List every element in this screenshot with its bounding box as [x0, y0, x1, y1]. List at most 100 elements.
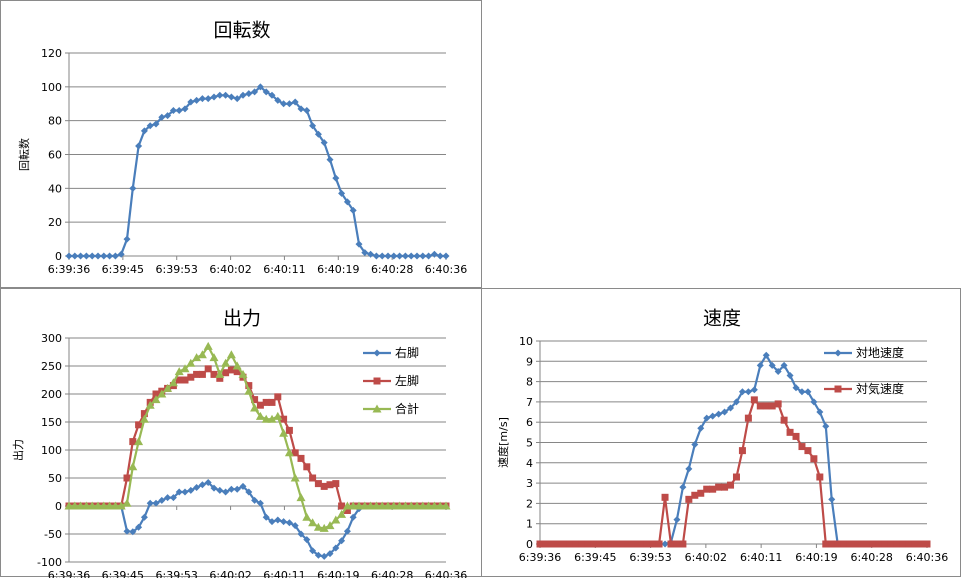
data-point	[255, 411, 265, 420]
data-point	[768, 361, 776, 369]
y-axis-label: 速度[m/s]	[496, 417, 510, 468]
data-point	[123, 474, 131, 482]
legend-marker	[834, 349, 842, 357]
data-point	[406, 501, 416, 510]
data-point	[261, 414, 271, 423]
y-tick-label: 250	[41, 360, 62, 373]
data-point	[110, 501, 120, 510]
data-point	[192, 353, 202, 362]
y-tick-label: 4	[526, 457, 533, 470]
data-point	[342, 501, 352, 510]
data-point	[174, 367, 184, 376]
data-point	[390, 252, 398, 260]
y-tick-label: 80	[48, 115, 62, 128]
data-point	[309, 547, 317, 555]
data-point	[123, 235, 131, 243]
data-point	[140, 513, 148, 521]
data-point	[239, 91, 247, 99]
data-point	[377, 501, 387, 510]
data-point	[71, 252, 79, 260]
data-point	[744, 388, 752, 396]
series-line	[69, 85, 446, 258]
data-point	[303, 536, 311, 544]
data-point	[164, 112, 172, 120]
data-point	[268, 398, 276, 406]
data-point	[256, 83, 264, 91]
data-point	[822, 540, 830, 548]
data-point	[852, 540, 860, 548]
data-point	[290, 473, 300, 482]
data-point	[923, 540, 931, 548]
legend-marker	[372, 404, 382, 413]
data-point	[256, 401, 264, 409]
data-point	[697, 424, 705, 432]
data-point	[169, 107, 177, 115]
data-point	[210, 484, 218, 492]
data-point	[607, 540, 615, 548]
data-point	[667, 540, 675, 548]
data-point	[768, 402, 776, 410]
data-point	[216, 91, 224, 99]
data-point	[245, 488, 253, 496]
data-point	[703, 414, 711, 422]
legend-entry: 対地速度	[824, 345, 904, 360]
data-point	[135, 421, 143, 429]
data-point	[326, 481, 334, 489]
data-point	[412, 501, 422, 510]
data-point	[661, 493, 669, 501]
data-point	[64, 501, 74, 510]
data-point	[643, 540, 651, 548]
x-tick-label: 6:39:45	[102, 263, 144, 276]
data-point	[400, 501, 410, 510]
legend-label: 対気速度	[856, 381, 904, 396]
data-point	[732, 398, 740, 406]
data-point	[204, 478, 212, 486]
data-point	[396, 252, 404, 260]
legend-label: 対地速度	[856, 345, 904, 360]
data-point	[88, 252, 96, 260]
data-point	[227, 93, 235, 101]
data-point	[193, 96, 201, 104]
data-point	[566, 540, 574, 548]
data-point	[168, 378, 178, 387]
y-tick-label: 120	[41, 47, 62, 60]
data-point	[372, 252, 380, 260]
data-point	[187, 373, 195, 381]
data-point	[572, 540, 580, 548]
data-point	[238, 369, 248, 378]
data-point	[786, 372, 794, 380]
data-point	[198, 370, 206, 378]
data-point	[738, 447, 746, 455]
x-tick-label: 6:39:36	[48, 569, 90, 578]
data-point	[116, 501, 126, 510]
data-point	[366, 501, 376, 510]
data-point	[691, 491, 699, 499]
data-point	[709, 485, 717, 493]
data-point	[349, 513, 357, 521]
data-point	[274, 393, 282, 401]
data-point	[146, 122, 154, 130]
data-point	[284, 448, 294, 457]
data-point	[268, 91, 276, 99]
data-point	[685, 465, 693, 473]
data-point	[413, 252, 421, 260]
y-tick-label: 5	[526, 437, 533, 450]
legend-marker	[373, 349, 381, 357]
legend-label: 合計	[395, 401, 419, 416]
data-point	[325, 521, 335, 530]
data-point	[320, 139, 328, 147]
series-line	[540, 398, 927, 546]
data-point	[625, 540, 633, 548]
data-point	[99, 501, 109, 510]
data-point	[348, 501, 358, 510]
data-point	[245, 382, 253, 390]
data-point	[430, 250, 438, 258]
data-point	[863, 540, 871, 548]
x-tick-label: 6:40:19	[317, 263, 359, 276]
legend-entry: 左脚	[363, 373, 419, 388]
data-point	[285, 100, 293, 108]
data-point	[320, 482, 328, 490]
data-point	[222, 91, 230, 99]
series-2	[536, 396, 931, 548]
data-point	[846, 540, 854, 548]
